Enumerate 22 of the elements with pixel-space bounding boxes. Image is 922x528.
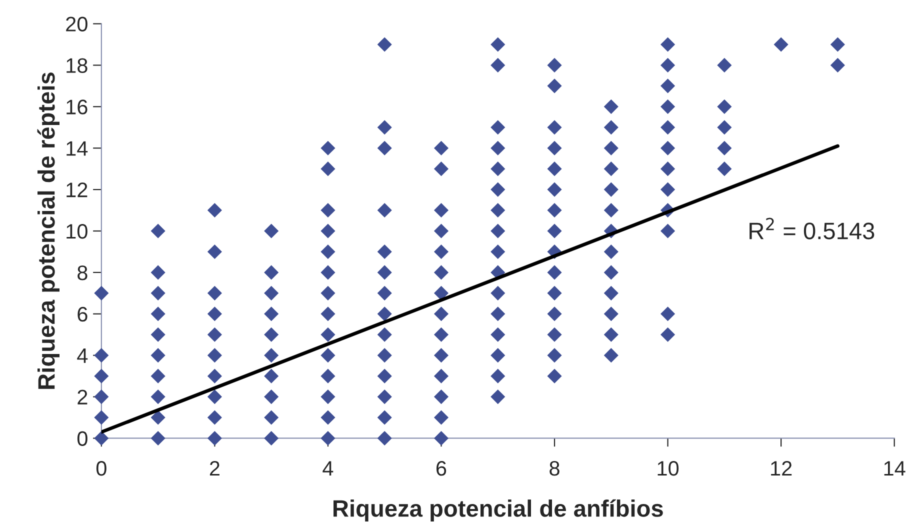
x-tick-label: 12 [771,461,792,476]
y-tick-label: 14 [66,141,88,156]
x-tick-label: 4 [322,461,334,476]
x-tick-label: 10 [658,461,679,476]
y-tick-label: 18 [66,58,88,73]
y-tick-label: 0 [77,431,88,446]
y-tick-label: 20 [66,16,88,32]
x-tick-label: 6 [436,461,446,476]
annotation: R$^{2}$ = 0.5143 [750,218,874,240]
y-tick-label: 12 [66,182,88,198]
x-tick-label: 14 [884,461,906,476]
y-tick-label: 16 [66,100,88,114]
x-axis-title: Riqueza potencial de anfíbios [334,499,663,522]
x-tick-label: 8 [550,461,560,476]
y-tick-label: 6 [78,306,88,322]
y-tick-label: 4 [77,348,88,363]
y-tick-label: 8 [78,265,88,280]
x-tick-label: 0 [96,461,106,476]
y-axis-title: Riqueza potencial de répteis [37,72,60,389]
y-tick-label: 2 [78,390,88,404]
x-tick-label: 2 [210,461,220,476]
y-tick-label: 10 [66,224,88,239]
